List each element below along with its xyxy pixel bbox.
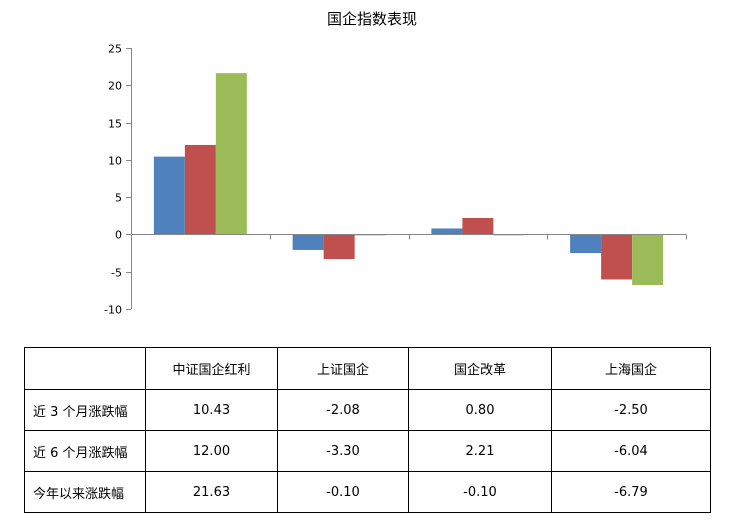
bar <box>184 144 216 235</box>
y-tick-label: 20 <box>108 80 122 93</box>
table-corner-cell <box>24 347 146 390</box>
y-tick-label: 10 <box>108 155 122 168</box>
y-tick-label: 25 <box>108 43 122 56</box>
bar <box>431 228 463 235</box>
y-tick-label: 5 <box>115 192 122 205</box>
table-row: 近 3 个月涨跌幅 10.43 -2.08 0.80 -2.50 <box>24 389 711 431</box>
table-cell: -2.50 <box>551 389 711 431</box>
bar <box>153 156 185 235</box>
table-cell: -0.10 <box>277 471 409 513</box>
table-cell: -3.30 <box>277 430 409 472</box>
y-tick-label: -5 <box>111 267 122 280</box>
table-header-cell: 上证国企 <box>277 347 409 390</box>
bar <box>215 73 247 235</box>
table-cell: 10.43 <box>145 389 278 431</box>
bar <box>601 234 633 280</box>
table-cell: -6.79 <box>551 471 711 513</box>
bar <box>292 234 324 250</box>
chart-title: 国企指数表现 <box>326 10 417 28</box>
table-row: 近 6 个月涨跌幅 12.00 -3.30 2.21 -6.04 <box>24 430 711 472</box>
table-header-cell: 中证国企红利 <box>145 347 278 390</box>
data-table: 中证国企红利 上证国企 国企改革 上海国企 近 3 个月涨跌幅 10.43 -2… <box>24 347 711 513</box>
table-header-cell: 国企改革 <box>408 347 552 390</box>
bar <box>462 217 494 235</box>
bar <box>570 234 602 254</box>
y-tick-label: -10 <box>104 304 122 317</box>
table-row-label: 近 3 个月涨跌幅 <box>24 389 146 431</box>
table-cell: 21.63 <box>145 471 278 513</box>
table-cell: -2.08 <box>277 389 409 431</box>
table-row: 今年以来涨跌幅 21.63 -0.10 -0.10 -6.79 <box>24 471 711 513</box>
table-row-label: 今年以来涨跌幅 <box>24 471 146 513</box>
bar <box>632 234 664 286</box>
table-cell: -6.04 <box>551 430 711 472</box>
y-tick-label: 0 <box>115 229 122 242</box>
bar-chart: 25 20 15 10 5 0 -5 -10 <box>104 43 687 317</box>
table-cell: 2.21 <box>408 430 552 472</box>
y-tick-label: 15 <box>108 118 122 131</box>
table-row-label: 近 6 个月涨跌幅 <box>24 430 146 472</box>
table-header-row: 中证国企红利 上证国企 国企改革 上海国企 <box>24 347 711 390</box>
table-cell: 12.00 <box>145 430 278 472</box>
table-cell: -0.10 <box>408 471 552 513</box>
table-header-cell: 上海国企 <box>551 347 711 390</box>
table-cell: 0.80 <box>408 389 552 431</box>
bar <box>323 234 355 260</box>
